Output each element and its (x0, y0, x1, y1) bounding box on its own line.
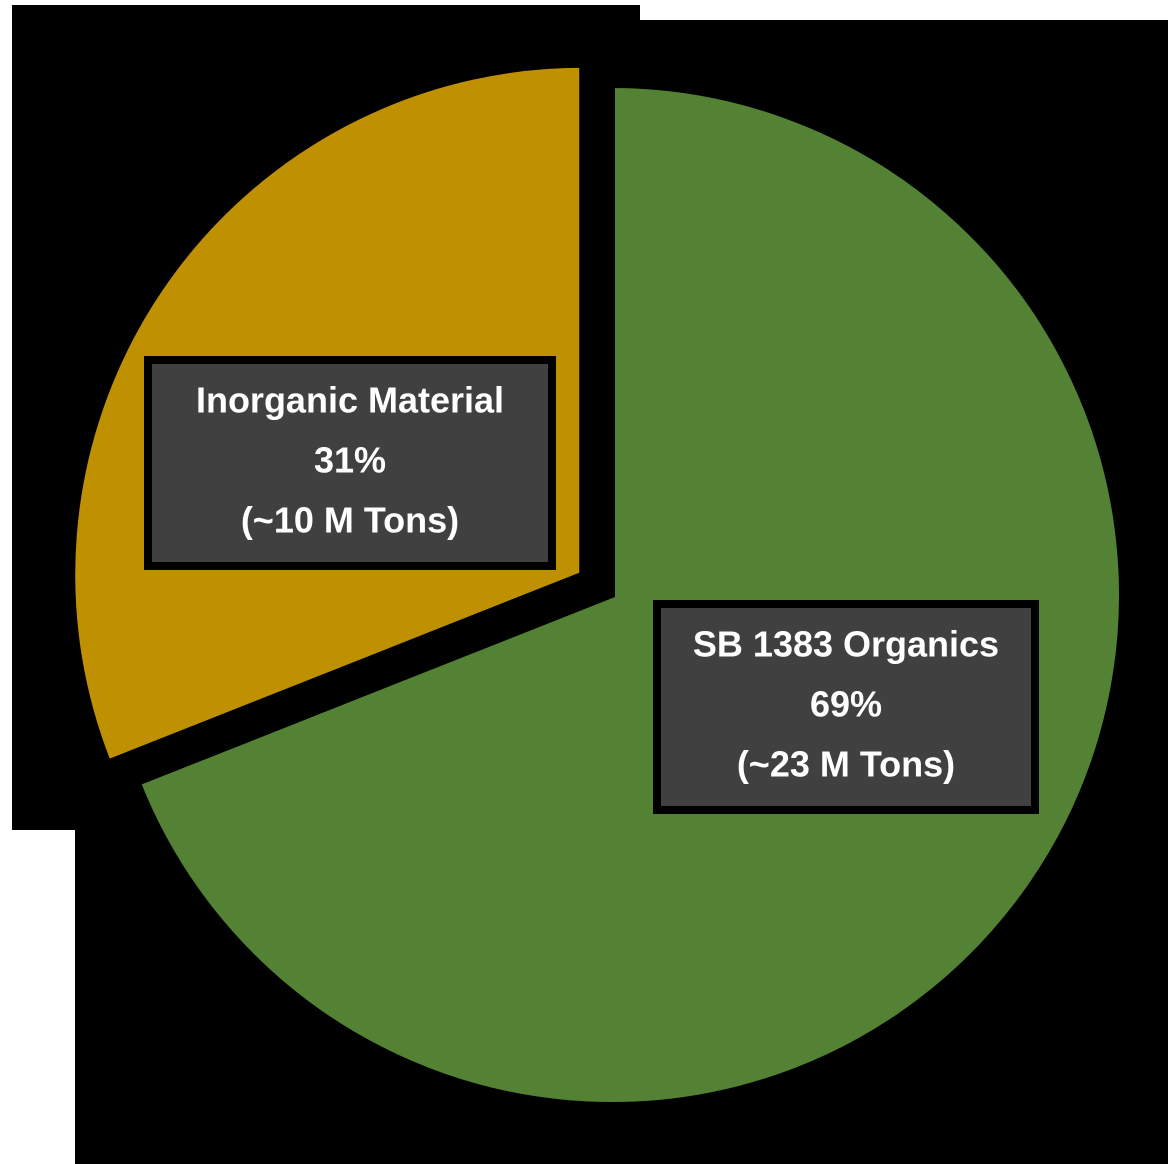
value-label: 31% (314, 440, 386, 481)
pie-slice (133, 81, 1125, 1108)
annotation: (~23 M Tons) (737, 744, 955, 785)
annotation: (~10 M Tons) (241, 500, 459, 541)
category-label: Inorganic Material (196, 380, 504, 421)
labels: SB 1383 Organics 69% (~23 M Tons) Inorganic… (144, 356, 1039, 814)
category-label: SB 1383 Organics (693, 624, 999, 665)
label-box (144, 356, 556, 570)
label-box (653, 600, 1039, 814)
value-label: 69% (810, 684, 882, 725)
